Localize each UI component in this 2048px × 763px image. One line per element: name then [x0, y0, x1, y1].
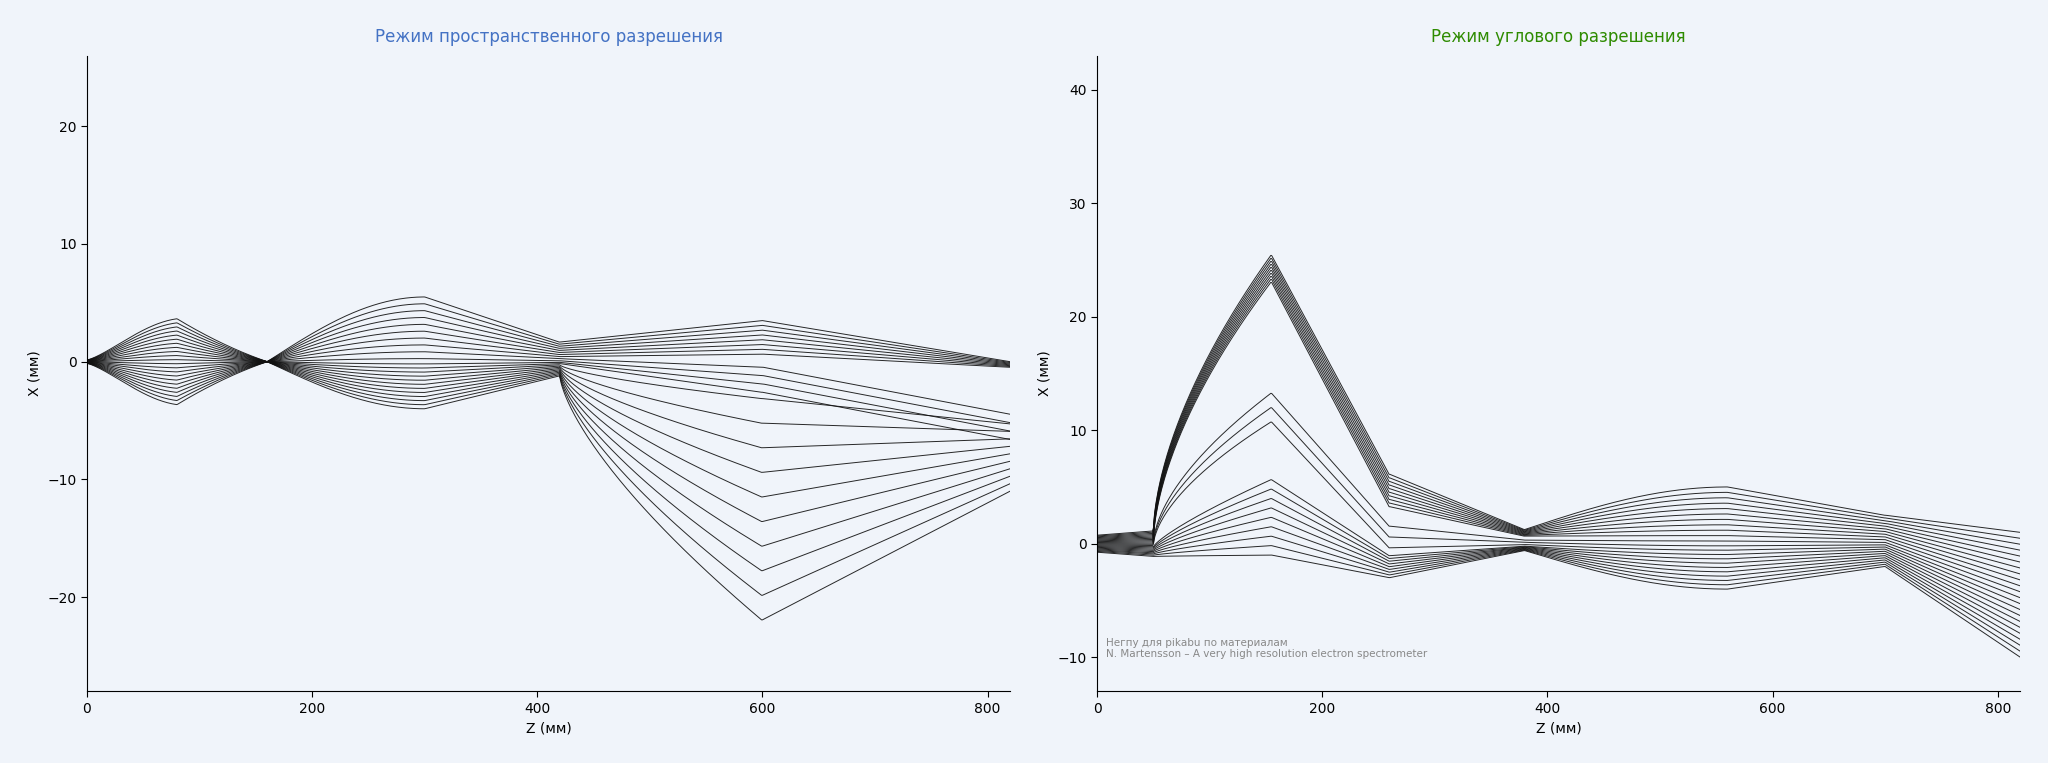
X-axis label: Z (мм): Z (мм): [526, 721, 571, 736]
Text: Негпу для pikabu по материалам
N. Martensson – A very high resolution electron s: Негпу для pikabu по материалам N. Marten…: [1106, 638, 1427, 659]
X-axis label: Z (мм): Z (мм): [1536, 721, 1581, 736]
Y-axis label: X (мм): X (мм): [29, 350, 41, 396]
Title: Режим пространственного разрешения: Режим пространственного разрешения: [375, 27, 723, 46]
Title: Режим углового разрешения: Режим углового разрешения: [1432, 27, 1686, 46]
Y-axis label: X (мм): X (мм): [1038, 350, 1053, 396]
